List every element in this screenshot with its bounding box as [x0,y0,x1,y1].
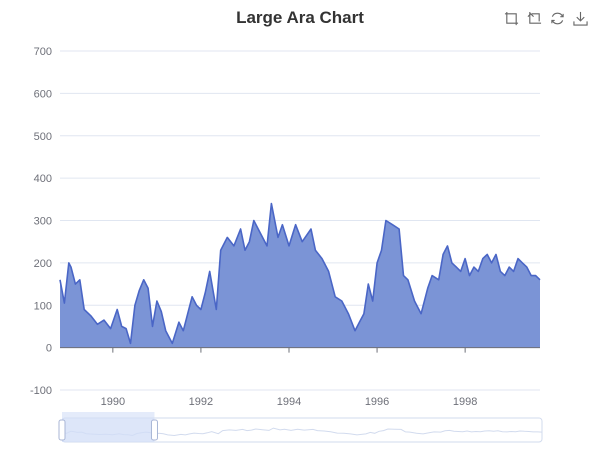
restore-icon[interactable] [550,11,565,26]
series-line [59,202,541,345]
y-tick-label: 200 [34,258,52,270]
y-tick-label: 400 [34,173,52,185]
data-zoom-selection[interactable] [62,418,155,442]
data-zoom-slider[interactable] [58,412,543,443]
data-zoom-start-handle[interactable] [58,419,66,441]
x-tick-label: 1990 [101,396,125,408]
y-tick-label: 500 [34,131,52,143]
toolbox [504,11,588,26]
x-axis-labels: 1990 1992 1994 1996 1998 [101,396,478,408]
y-tick-label: 100 [34,300,52,312]
y-tick-label: 0 [46,343,52,355]
y-tick-label: 700 [34,46,52,58]
x-tick-label: 1998 [453,396,477,408]
chart-title: Large Ara Chart [236,8,364,27]
y-tick-label: 600 [34,88,52,100]
data-zoom-end-handle[interactable] [150,419,158,441]
data-zoom-move-handle[interactable] [62,412,155,418]
x-axis-ticks [112,347,466,353]
x-tick-label: 1992 [189,396,213,408]
zoom-reset-icon[interactable] [527,11,542,26]
download-icon[interactable] [573,11,588,26]
y-axis-labels: -100 0 100 200 300 400 500 600 700 [30,46,52,397]
y-tick-label: 300 [34,216,52,228]
zoom-icon[interactable] [504,11,519,26]
x-tick-label: 1996 [365,396,389,408]
x-tick-label: 1994 [277,396,301,408]
y-tick-label: -100 [30,385,52,397]
